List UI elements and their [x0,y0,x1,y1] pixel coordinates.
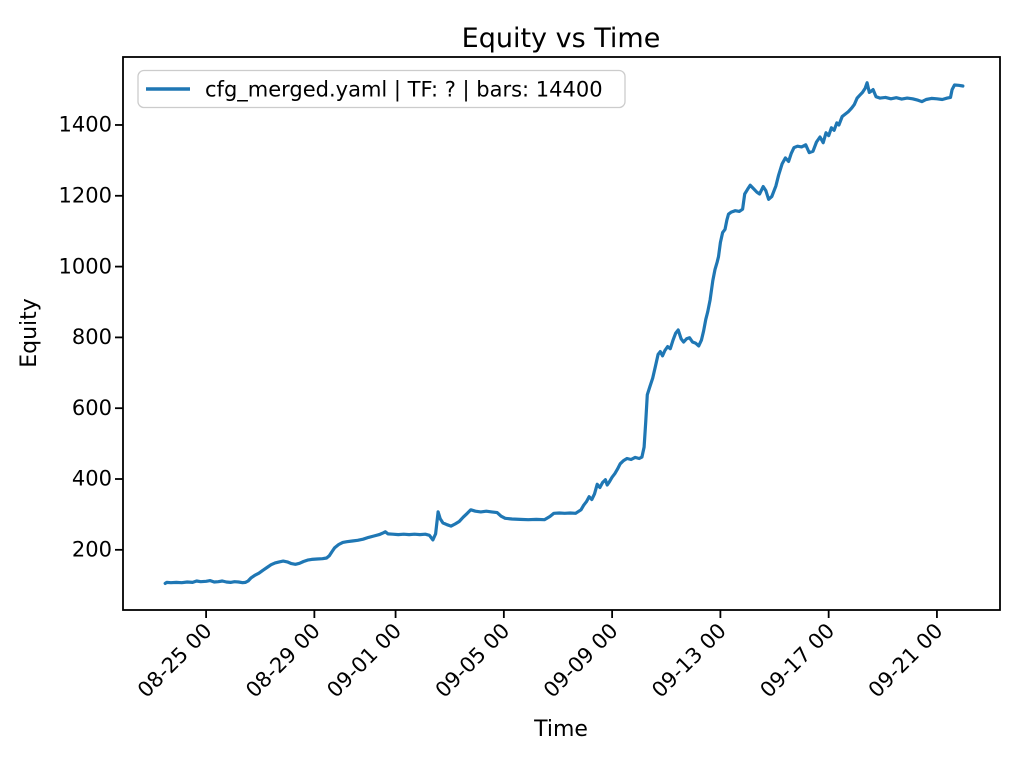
y-tick-label: 1400 [59,113,112,137]
y-axis-ticks: 200 400 600 800 1000 1200 1400 [59,113,123,562]
x-tick-label: 09-13 00 [647,619,731,703]
equity-line [163,81,965,586]
legend-label: cfg_merged.yaml | TF: ? | bars: 14400 [205,78,603,103]
y-tick-label: 800 [72,325,112,349]
y-tick-label: 1000 [59,254,112,278]
x-tick-label: 09-21 00 [864,619,948,703]
x-tick-label: 08-29 00 [241,619,325,703]
x-tick-label: 09-09 00 [539,619,623,703]
x-tick-label: 09-05 00 [431,619,515,703]
x-tick-label: 08-25 00 [133,619,217,703]
plot-area [122,56,1001,611]
legend: cfg_merged.yaml | TF: ? | bars: 14400 [137,69,626,109]
x-tick-label: 09-01 00 [322,619,406,703]
chart-title: Equity vs Time [462,23,661,54]
y-tick-label: 400 [72,467,112,491]
x-axis-label: Time [533,717,588,742]
y-tick-label: 1200 [59,184,112,208]
y-axis-label: Equity [17,298,42,368]
y-tick-label: 200 [72,538,112,562]
legend-box [137,69,626,109]
equity-line-series [163,81,965,586]
y-tick-label: 600 [72,396,112,420]
x-tick-label: 09-17 00 [755,619,839,703]
